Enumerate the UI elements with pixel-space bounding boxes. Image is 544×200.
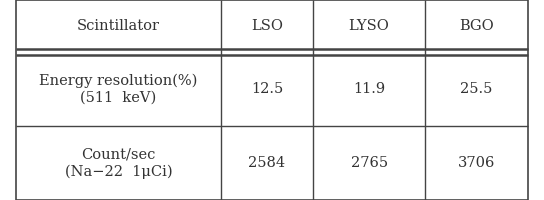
Text: Energy resolution(%)
(511  keV): Energy resolution(%) (511 keV) xyxy=(39,73,198,105)
Text: 3706: 3706 xyxy=(458,156,495,170)
Text: BGO: BGO xyxy=(459,19,494,33)
Text: 25.5: 25.5 xyxy=(460,82,493,96)
Text: 11.9: 11.9 xyxy=(353,82,385,96)
Text: 2584: 2584 xyxy=(248,156,286,170)
Text: LSO: LSO xyxy=(251,19,283,33)
Text: LYSO: LYSO xyxy=(349,19,390,33)
Text: 12.5: 12.5 xyxy=(251,82,283,96)
Text: 2765: 2765 xyxy=(350,156,388,170)
Text: Scintillator: Scintillator xyxy=(77,19,160,33)
Text: Count/sec
(Na−22  1μCi): Count/sec (Na−22 1μCi) xyxy=(65,147,172,179)
